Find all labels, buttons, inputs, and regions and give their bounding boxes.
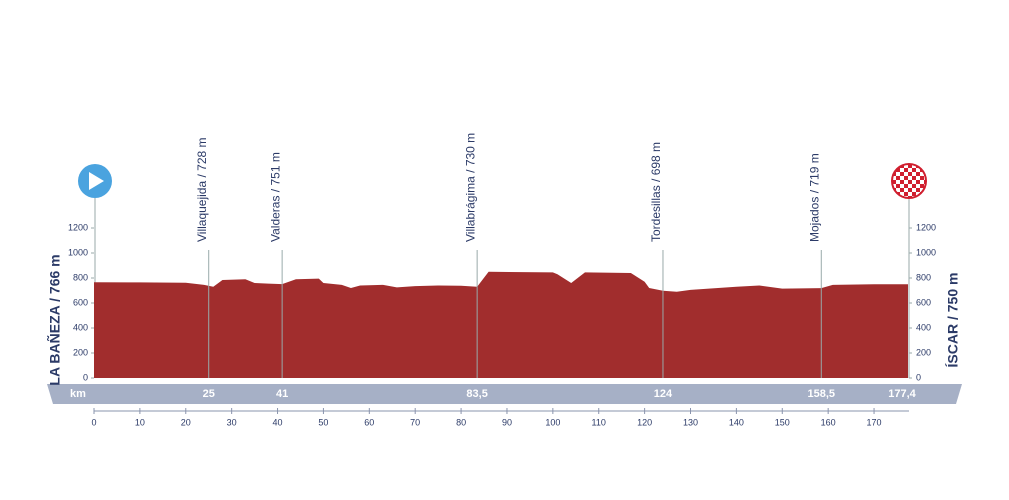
y-tick-label: 400 [73,322,88,332]
place-km: 25 [203,388,215,400]
place-km: 124 [654,388,673,400]
x-tick-label: 50 [318,417,328,427]
x-tick-label: 160 [821,417,836,427]
finish-label: ÍSCAR / 750 m [945,273,961,368]
start-label: LA BAÑEZA / 766 m [46,254,63,385]
x-tick-label: 120 [637,417,652,427]
y-tick-label-right: 400 [916,322,931,332]
x-tick-label: 90 [502,417,512,427]
place-label: Tordesillas / 698 m [649,142,663,242]
start-arrow [89,172,104,190]
distance-bar [47,384,962,404]
x-tick-label: 100 [545,417,560,427]
place-label: Mojados / 719 m [807,153,821,242]
place-label: Villabrágima / 730 m [463,133,477,242]
x-tick-label: 80 [456,417,466,427]
y-tick-label-right: 1200 [916,222,936,232]
x-tick-label: 60 [364,417,374,427]
y-tick-label: 0 [83,372,88,382]
y-tick-label-right: 800 [916,272,931,282]
x-tick-label: 130 [683,417,698,427]
y-tick-label: 200 [73,347,88,357]
x-tick-label: 20 [181,417,191,427]
x-tick-label: 110 [592,417,606,427]
place-label: Villaquejida / 728 m [195,137,209,242]
place-km: 41 [276,388,288,400]
x-tick-label: 10 [135,417,145,427]
elevation-area [94,271,908,378]
place-km: 158,5 [808,388,836,400]
x-tick-label: 30 [227,417,237,427]
x-tick-label: 170 [867,417,882,427]
y-tick-label: 1000 [68,247,88,257]
x-tick-label: 140 [729,417,744,427]
x-tick-label: 70 [410,417,420,427]
y-tick-label: 1200 [68,222,88,232]
place-label: Valderas / 751 m [268,152,282,242]
km-label: km [70,388,86,400]
y-tick-label: 600 [73,297,88,307]
x-tick-label: 150 [775,417,790,427]
finish-icon [891,163,927,199]
place-km: 83,5 [466,388,487,400]
finish-km: 177,4 [888,388,916,400]
y-tick-label-right: 200 [916,347,931,357]
y-tick-label: 800 [73,272,88,282]
y-tick-label-right: 1000 [916,247,936,257]
y-tick-label-right: 0 [916,372,921,382]
x-tick-label: 40 [273,417,283,427]
y-tick-label-right: 600 [916,297,931,307]
x-tick-label: 0 [91,417,96,427]
